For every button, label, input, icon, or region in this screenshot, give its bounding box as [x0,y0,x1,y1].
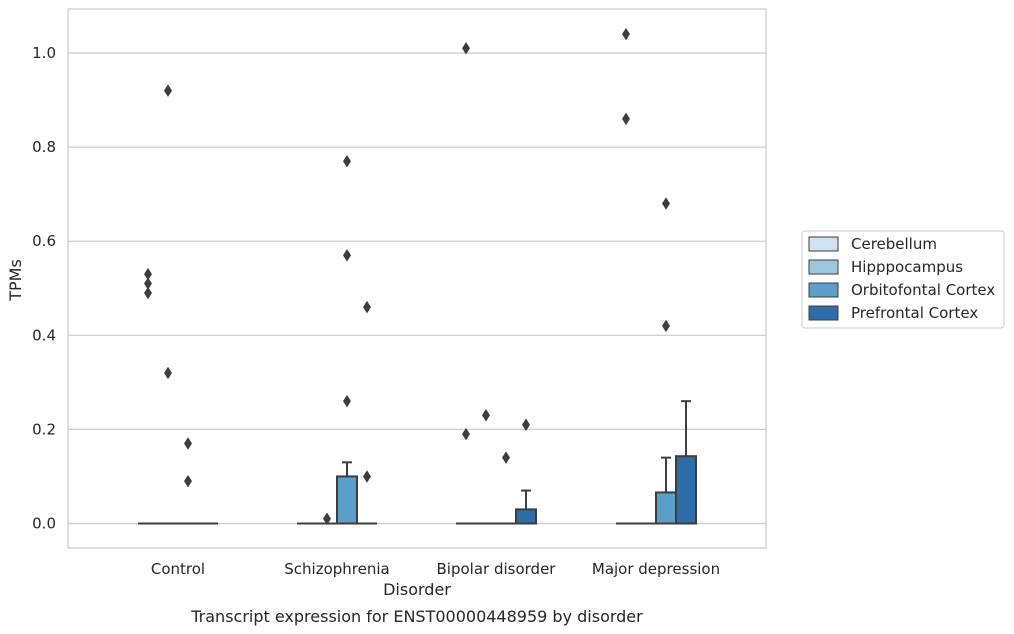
legend-label: Orbitofontal Cortex [851,281,995,299]
box-group [496,451,516,525]
box [655,491,677,525]
box-group [515,418,537,525]
box-group [616,27,636,525]
box-group [456,42,476,525]
x-tick-label: Bipolar disorder [437,560,557,578]
outlier-point [622,27,630,41]
y-tick-labels: 0.0 0.2 0.4 0.6 0.8 1.0 [32,44,56,533]
outlier-point [363,470,371,483]
y-tick-label: 0.6 [32,232,56,250]
outlier-point [343,394,351,408]
plot-marks [138,27,697,526]
box-group [357,300,377,525]
outlier-point [662,197,670,210]
outlier-point [343,249,351,262]
box [515,508,537,525]
legend-swatch [808,282,839,298]
legend-label: Hipppocampus [851,258,963,276]
box-group [178,437,198,525]
y-tick-label: 0.0 [32,515,56,533]
plot-frame [67,8,767,549]
box-group [138,267,158,525]
legend: Cerebellum Hipppocampus Orbitofontal Corte… [801,230,1005,329]
outlier-point [164,366,172,380]
outlier-point [363,300,371,314]
outlier-point [184,474,192,488]
box-group [317,512,337,526]
outlier-point [482,409,490,422]
box-group [655,197,677,525]
outlier-point [522,418,530,431]
outlier-point [622,112,630,126]
x-tick-label: Major depression [592,560,720,578]
outlier-point [462,42,470,55]
box-group [476,409,496,525]
y-axis-label: TPMs [6,259,25,302]
outlier-point [343,154,351,168]
y-tick-label: 0.8 [32,138,56,156]
y-tick-label: 1.0 [32,44,56,62]
outlier-point [323,512,331,526]
outlier-point [164,84,172,97]
x-tick-label: Schizophrenia [284,560,389,578]
box-group [675,400,697,525]
outlier-point [184,437,192,450]
box-group [158,84,178,525]
x-tick-label: Control [151,560,205,578]
box [336,475,358,525]
outlier-point [144,286,152,300]
legend-frame [801,230,1005,329]
legend-swatch [808,259,839,275]
legend-swatch [808,236,839,252]
legend-label: Prefrontal Cortex [851,304,978,322]
box-group [336,154,358,525]
chart-caption: Transcript expression for ENST0000044895… [190,607,643,626]
outlier-point [662,319,670,333]
grid-lines [68,52,766,525]
outlier-point [502,451,510,464]
x-tick-labels: Control Schizophrenia Bipolar disorder Majo… [151,560,720,578]
legend-swatch [808,305,839,321]
legend-label: Cerebellum [851,235,937,253]
y-tick-label: 0.2 [32,420,56,438]
y-tick-label: 0.4 [32,326,56,344]
x-axis-label: Disorder [383,580,451,599]
outlier-point [462,427,470,441]
box [675,455,697,525]
